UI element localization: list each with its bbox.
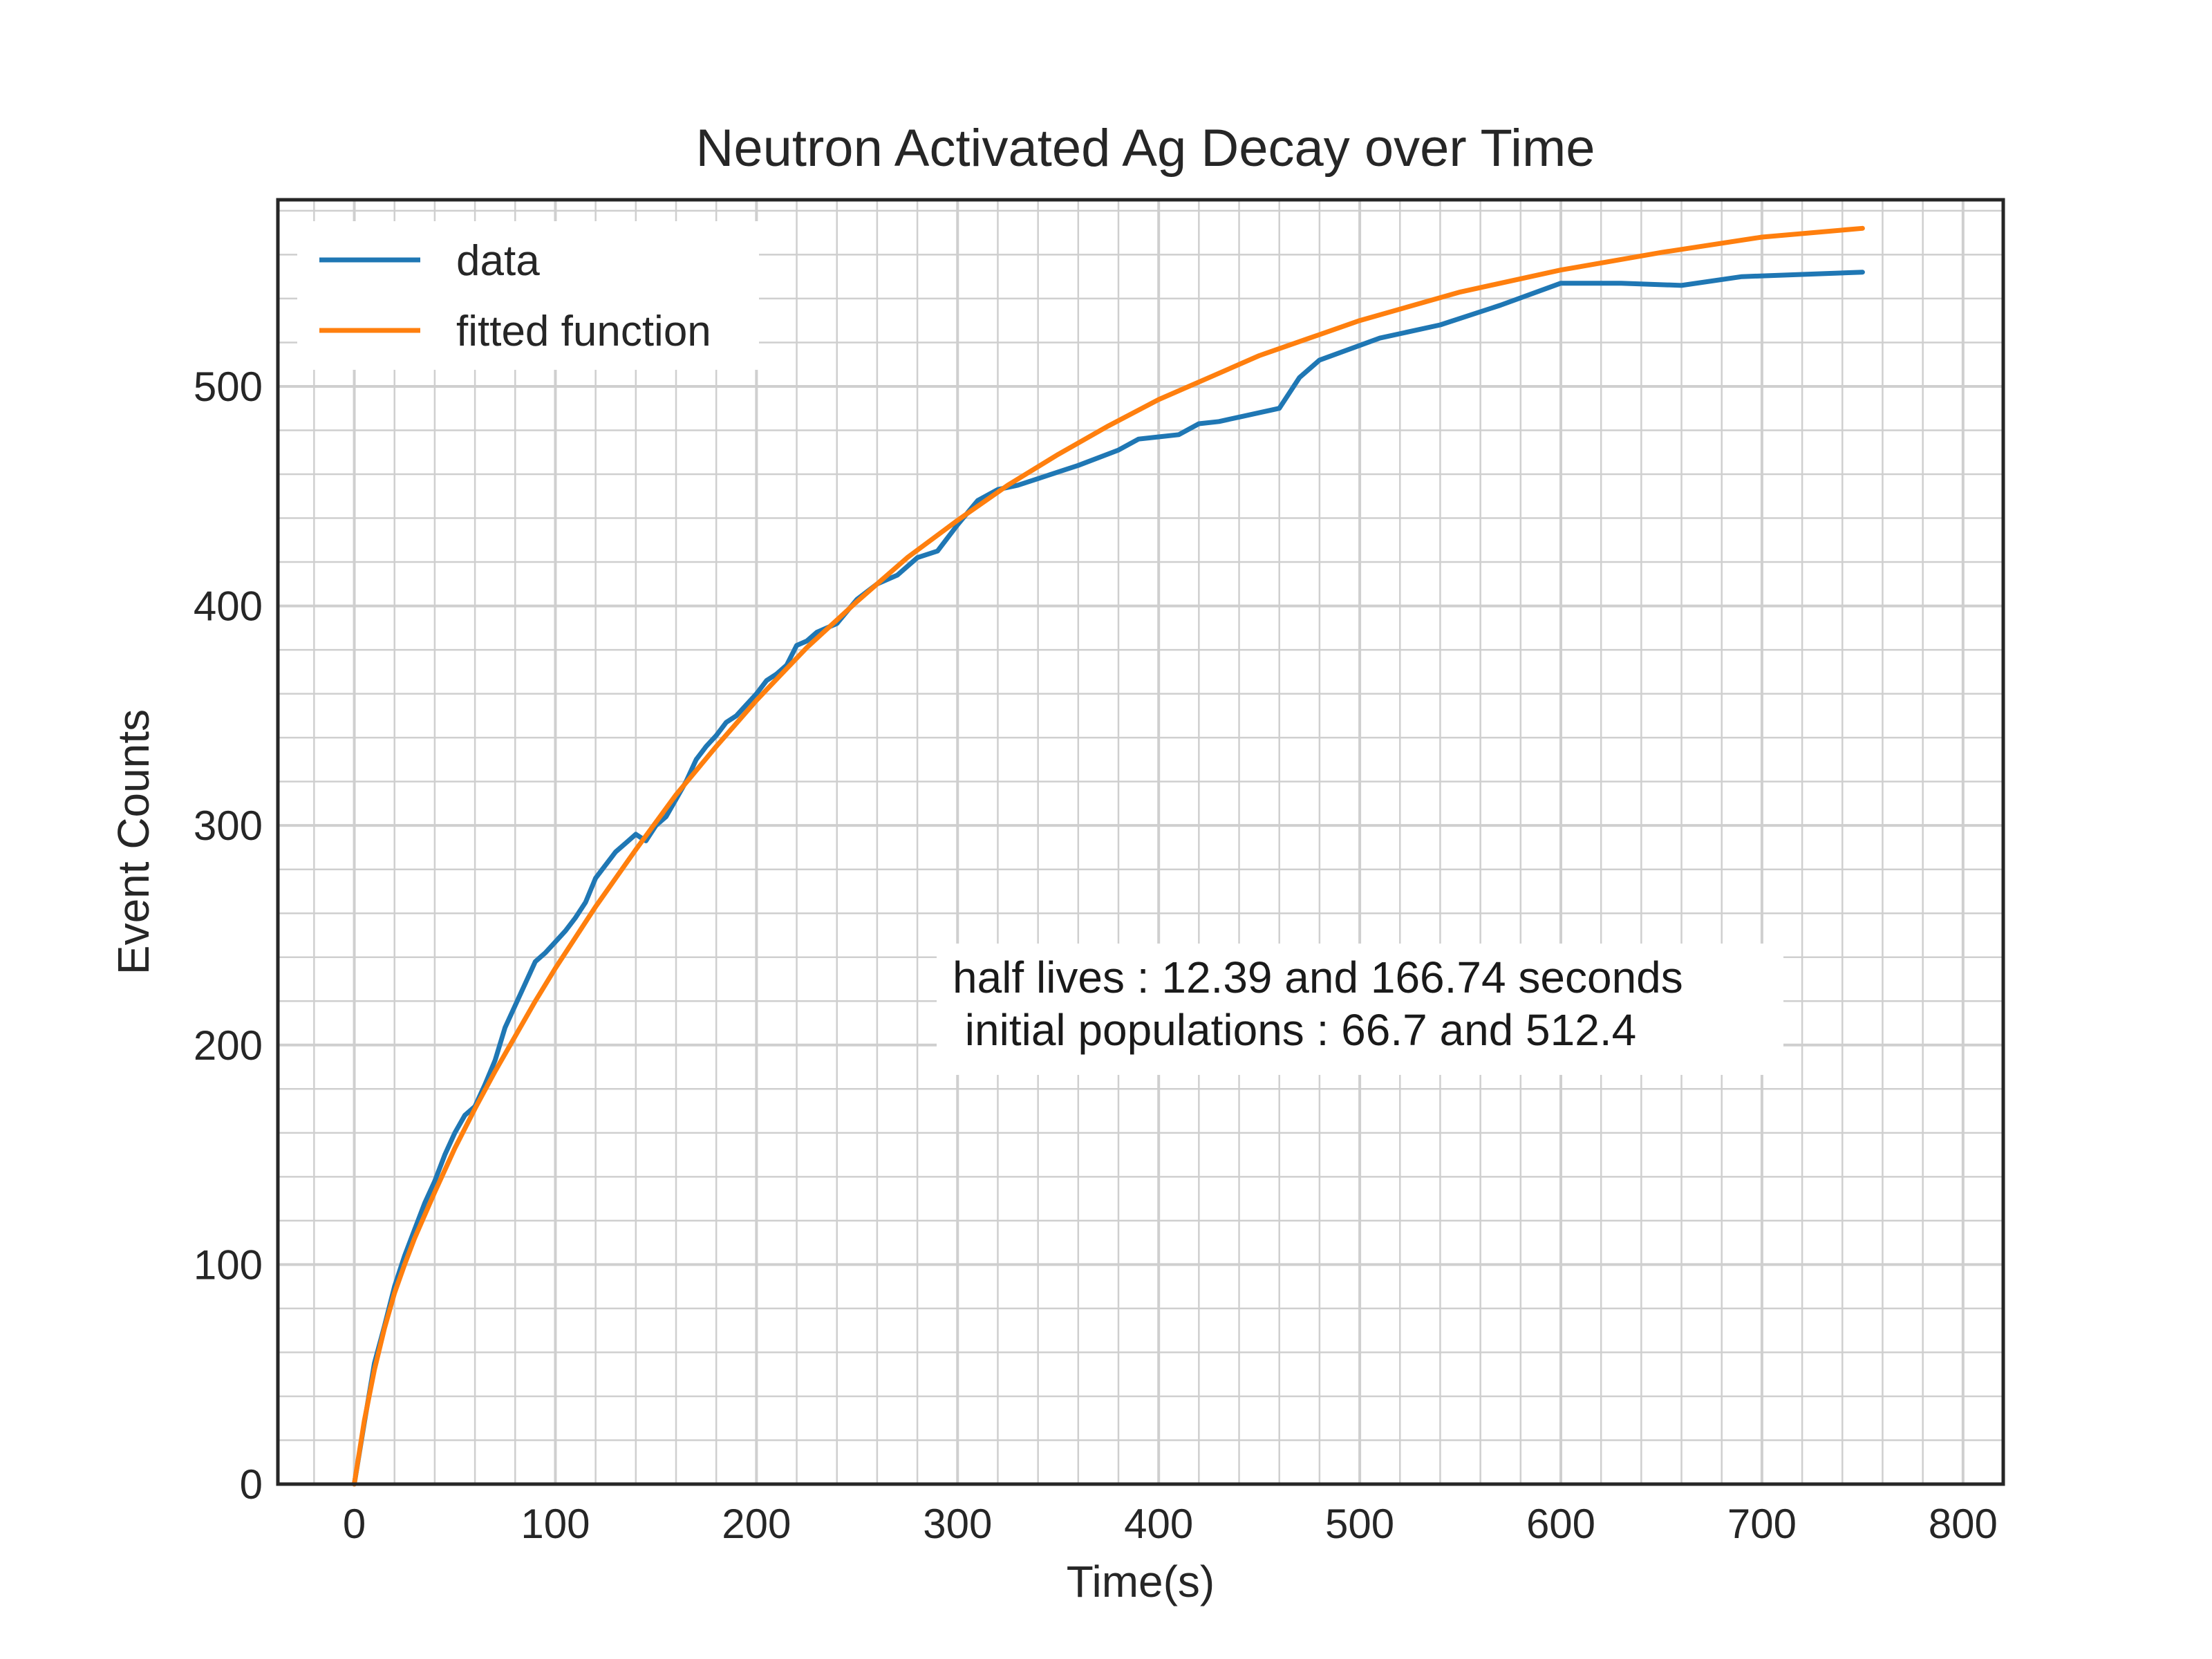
x-tick-label: 800 [1929,1501,1998,1547]
x-tick-label: 0 [343,1501,366,1547]
x-tick-label: 400 [1124,1501,1193,1547]
legend-box [297,221,759,370]
series-fit-line [352,225,1865,1487]
y-tick-label: 100 [194,1241,263,1288]
series-layer [352,225,1865,1487]
legend-label-data: data [456,237,540,285]
plot-frame [276,198,2005,1486]
series-data-line [352,270,1865,1487]
annotation-box [937,944,1783,1075]
y-tick-label: 500 [194,364,263,410]
chart-title: Neutron Activated Ag Decay over Time [695,119,1595,178]
y-tick-label: 400 [194,583,263,630]
legend: data fitted function [297,221,759,370]
y-tick-label: 300 [194,803,263,849]
fit-annotation: half lives : 12.39 and 166.74 seconds in… [937,944,1783,1075]
y-axis-label: Event Counts [109,709,158,975]
x-tick-label: 700 [1727,1501,1797,1547]
grid [278,200,2003,1484]
x-tick-label: 600 [1526,1501,1595,1547]
x-tick-label: 300 [923,1501,992,1547]
x-axis-label: Time(s) [1067,1557,1215,1606]
tick-labels: 0 100 200 300 400 500 600 700 800 0 100 200 300 400 50… [194,364,1998,1547]
annotation-half-lives: half lives : 12.39 and 166.74 seconds [953,953,1683,1002]
x-tick-label: 500 [1325,1501,1394,1547]
annotation-initial-populations: initial populations : 66.7 and 512.4 [953,1005,1636,1055]
x-tick-label: 100 [521,1501,590,1547]
x-tick-label: 200 [722,1501,791,1547]
legend-label-fit: fitted function [456,308,711,355]
y-tick-label: 200 [194,1022,263,1069]
y-tick-label: 0 [240,1461,263,1508]
